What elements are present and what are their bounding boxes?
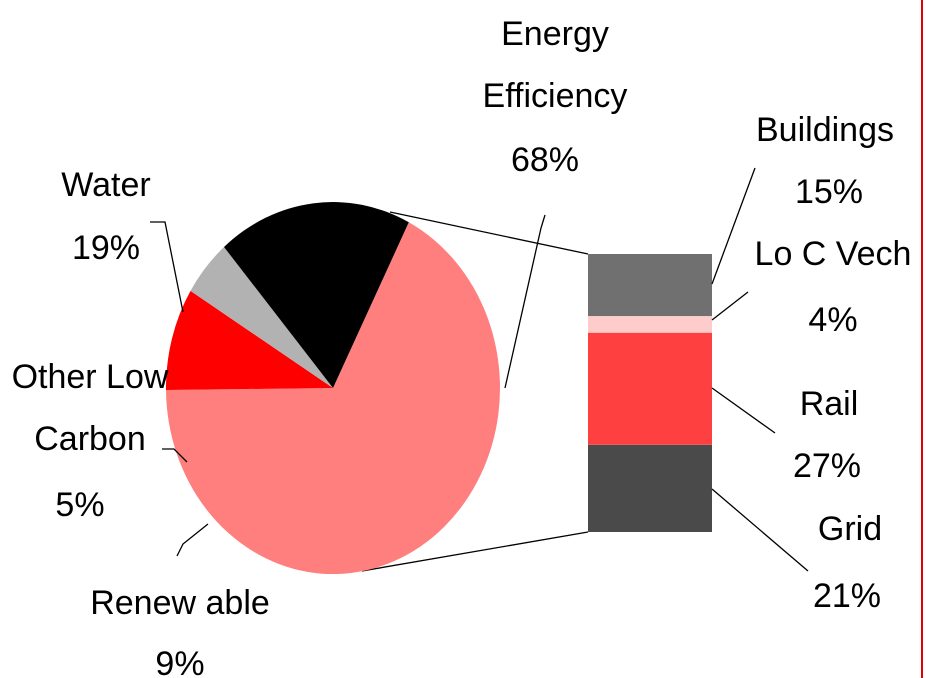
bar-segment-buildings xyxy=(588,254,712,317)
connector-bottom xyxy=(361,531,589,572)
bar-segment-rail xyxy=(588,332,712,445)
pie-label-energy-efficiency-line2: Efficiency xyxy=(483,77,628,115)
pie-slice-energy-efficiency xyxy=(166,222,500,575)
leader-energy-efficiency xyxy=(504,214,546,389)
leader-lines xyxy=(150,167,809,572)
pie-label-other-low-carbon-line1: Other Low xyxy=(12,358,169,396)
bar-label-buildings: Buildings xyxy=(756,111,894,149)
pie-slice-water xyxy=(224,201,409,388)
bar-value-lo-c-vech: 4% xyxy=(808,301,857,339)
bar-value-buildings: 15% xyxy=(795,173,863,211)
bar-value-grid: 21% xyxy=(813,577,881,615)
bar-label-lo-c-vech: Lo C Vech xyxy=(755,235,912,273)
bar-value-rail: 27% xyxy=(793,447,861,485)
pie-to-bar-connectors xyxy=(361,211,589,572)
pie-label-energy-efficiency-line1: Energy xyxy=(501,15,609,53)
pie-slice-other-low-carbon xyxy=(190,247,333,388)
leader-water xyxy=(150,221,184,313)
leader-buildings xyxy=(711,167,756,285)
connector-top xyxy=(389,211,589,255)
leader-renewable xyxy=(176,523,209,557)
pie-label-other-low-carbon-line2: Carbon xyxy=(34,420,146,458)
bar-label-rail: Rail xyxy=(800,385,859,423)
pie-value-water: 19% xyxy=(72,229,140,267)
pie-slice-renewable xyxy=(165,290,333,390)
stacked-bar xyxy=(588,254,712,532)
leader-lo-c-vech xyxy=(711,291,749,321)
leader-other-low-carbon xyxy=(162,448,188,463)
pie-label-renewable: Renew able xyxy=(90,584,270,622)
leader-grid xyxy=(711,488,809,572)
pie-value-energy-efficiency: 68% xyxy=(511,141,579,179)
bar-label-grid: Grid xyxy=(818,510,882,548)
bar-segment-lo-c-vech xyxy=(588,316,712,333)
data-labels: Energy Efficiency 68% Water 19% Other Low Carb… xyxy=(12,15,912,678)
pie-chart xyxy=(165,201,500,575)
leader-rail xyxy=(711,387,776,434)
pie-value-other-low-carbon: 5% xyxy=(55,486,104,524)
pie-value-renewable: 9% xyxy=(155,645,204,678)
bar-segment-grid xyxy=(588,444,712,532)
pie-label-water: Water xyxy=(61,166,150,204)
